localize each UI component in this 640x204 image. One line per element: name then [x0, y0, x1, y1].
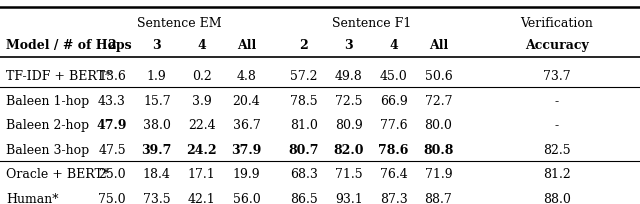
Text: 3: 3 [344, 39, 353, 52]
Text: 50.6: 50.6 [424, 70, 452, 83]
Text: 17.1: 17.1 [188, 168, 216, 181]
Text: 56.0: 56.0 [232, 193, 260, 204]
Text: 39.7: 39.7 [141, 144, 172, 157]
Text: 4: 4 [197, 39, 206, 52]
Text: 71.9: 71.9 [424, 168, 452, 181]
Text: 1.9: 1.9 [147, 70, 166, 83]
Text: 68.3: 68.3 [290, 168, 318, 181]
Text: 73.7: 73.7 [543, 70, 571, 83]
Text: 86.5: 86.5 [290, 193, 318, 204]
Text: 72.5: 72.5 [335, 95, 362, 108]
Text: 36.7: 36.7 [232, 119, 260, 132]
Text: All: All [237, 39, 256, 52]
Text: 2: 2 [108, 39, 116, 52]
Text: Baleen 2-hop: Baleen 2-hop [6, 119, 90, 132]
Text: 0.2: 0.2 [192, 70, 211, 83]
Text: 20.4: 20.4 [232, 95, 260, 108]
Text: 87.3: 87.3 [380, 193, 408, 204]
Text: Sentence F1: Sentence F1 [332, 18, 411, 30]
Text: 3: 3 [152, 39, 161, 52]
Text: 71.5: 71.5 [335, 168, 363, 181]
Text: 82.0: 82.0 [333, 144, 364, 157]
Text: 81.0: 81.0 [290, 119, 318, 132]
Text: 75.0: 75.0 [98, 193, 126, 204]
Text: 73.5: 73.5 [143, 193, 171, 204]
Text: Sentence EM: Sentence EM [137, 18, 221, 30]
Text: TF-IDF + BERT*: TF-IDF + BERT* [6, 70, 111, 83]
Text: 4.8: 4.8 [236, 70, 257, 83]
Text: Verification: Verification [520, 18, 593, 30]
Text: 81.2: 81.2 [543, 168, 571, 181]
Text: 47.5: 47.5 [98, 144, 126, 157]
Text: 24.2: 24.2 [186, 144, 217, 157]
Text: Oracle + BERT*: Oracle + BERT* [6, 168, 109, 181]
Text: 25.0: 25.0 [98, 168, 126, 181]
Text: 22.4: 22.4 [188, 119, 216, 132]
Text: 80.9: 80.9 [335, 119, 363, 132]
Text: Baleen 1-hop: Baleen 1-hop [6, 95, 90, 108]
Text: 38.0: 38.0 [143, 119, 171, 132]
Text: 88.7: 88.7 [424, 193, 452, 204]
Text: 15.7: 15.7 [143, 95, 171, 108]
Text: 72.7: 72.7 [425, 95, 452, 108]
Text: 57.2: 57.2 [291, 70, 317, 83]
Text: 19.9: 19.9 [232, 168, 260, 181]
Text: 66.9: 66.9 [380, 95, 408, 108]
Text: Accuracy: Accuracy [525, 39, 589, 52]
Text: 78.5: 78.5 [290, 95, 318, 108]
Text: 88.0: 88.0 [543, 193, 571, 204]
Text: 2: 2 [300, 39, 308, 52]
Text: -: - [555, 95, 559, 108]
Text: 80.7: 80.7 [289, 144, 319, 157]
Text: 18.4: 18.4 [143, 168, 171, 181]
Text: 3.9: 3.9 [192, 95, 211, 108]
Text: 43.3: 43.3 [98, 95, 126, 108]
Text: 37.9: 37.9 [231, 144, 262, 157]
Text: 76.4: 76.4 [380, 168, 408, 181]
Text: 93.1: 93.1 [335, 193, 363, 204]
Text: 80.8: 80.8 [423, 144, 454, 157]
Text: Baleen 3-hop: Baleen 3-hop [6, 144, 90, 157]
Text: 4: 4 [389, 39, 398, 52]
Text: 49.8: 49.8 [335, 70, 363, 83]
Text: 45.0: 45.0 [380, 70, 408, 83]
Text: Model / # of Hops: Model / # of Hops [6, 39, 132, 52]
Text: 82.5: 82.5 [543, 144, 571, 157]
Text: 47.9: 47.9 [97, 119, 127, 132]
Text: -: - [555, 119, 559, 132]
Text: 13.6: 13.6 [98, 70, 126, 83]
Text: 77.6: 77.6 [380, 119, 408, 132]
Text: Human*: Human* [6, 193, 59, 204]
Text: All: All [429, 39, 448, 52]
Text: 78.6: 78.6 [378, 144, 409, 157]
Text: 80.0: 80.0 [424, 119, 452, 132]
Text: 42.1: 42.1 [188, 193, 216, 204]
